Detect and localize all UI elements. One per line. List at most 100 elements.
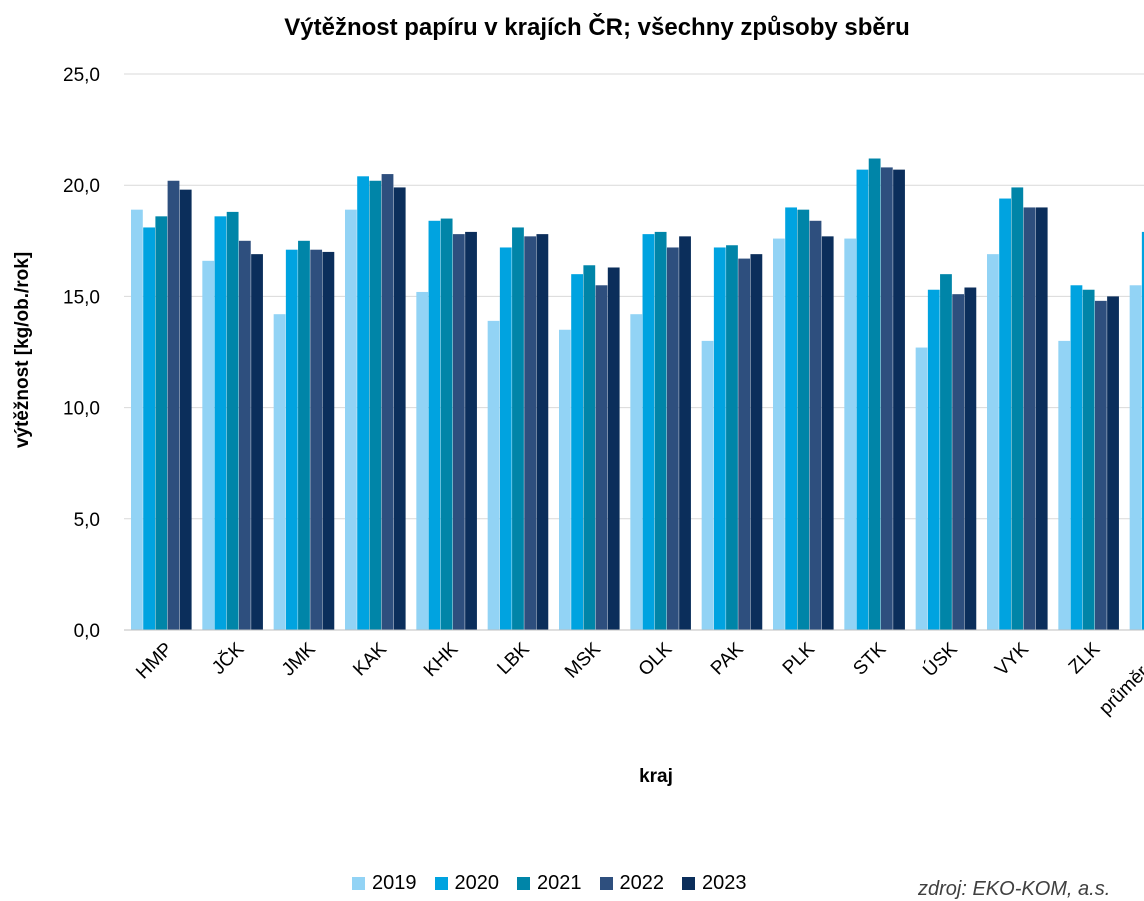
bar-2020 (214, 216, 227, 630)
bar-2021 (369, 180, 382, 630)
legend-swatch (517, 877, 530, 890)
legend-label: 2023 (702, 872, 747, 894)
bar-2019 (416, 291, 429, 630)
bar-2020 (713, 247, 726, 631)
x-tick-label: OLK (635, 638, 677, 680)
legend-swatch (599, 877, 613, 890)
bar-2023 (465, 231, 477, 631)
x-tick-label: ZLK (1065, 638, 1105, 678)
bar-2023 (679, 236, 691, 631)
bar-2023 (322, 251, 335, 631)
y-tick-label: 25,0 (63, 65, 100, 86)
bar-2020 (357, 176, 369, 630)
bar-2022 (952, 294, 965, 630)
x-tick-label: JMK (278, 638, 320, 680)
bar-2020 (1070, 285, 1083, 630)
source-note: zdroj: EKO-KOM, a.s. (918, 878, 1111, 900)
bar-2021 (226, 211, 239, 630)
bar-2019 (345, 209, 357, 630)
x-tick-label: STK (849, 638, 890, 679)
bar-2023 (251, 254, 263, 631)
bar-2019 (915, 347, 928, 630)
bar-2023 (821, 236, 834, 631)
bar-2020 (999, 198, 1011, 630)
legend-label: 2019 (372, 872, 417, 894)
bar-2023 (1035, 207, 1048, 630)
bar-2023 (893, 169, 905, 630)
bar-2020 (856, 169, 869, 630)
bar-2021 (868, 158, 881, 630)
bar-2023 (393, 187, 406, 630)
legend-label: 2021 (537, 872, 582, 894)
bar-2022 (809, 220, 822, 630)
x-tick-label: HMP (132, 639, 177, 684)
bar-2021 (797, 209, 810, 630)
bar-2019 (1058, 340, 1071, 630)
bar-2023 (750, 254, 763, 631)
x-tick-label: KAK (349, 638, 391, 680)
legend-label: 2022 (619, 872, 665, 894)
legend: 2019 2020 2021 2022 2023 (352, 872, 747, 895)
x-axis-title: kraj (639, 766, 673, 787)
bar-2022 (1023, 207, 1036, 630)
bar-2023 (607, 267, 620, 630)
bar-2019 (1129, 285, 1142, 630)
x-tick-label: MSK (561, 638, 605, 682)
bar-2021 (440, 218, 453, 630)
bar-2019 (131, 209, 143, 630)
legend-swatch (352, 877, 365, 890)
bar-2021 (298, 240, 310, 631)
bar-2021 (1082, 289, 1095, 630)
bar-2021 (1011, 187, 1024, 630)
bar-2023 (964, 287, 977, 630)
legend-swatch (434, 877, 448, 890)
bar-2021 (726, 245, 738, 631)
bar-2019 (487, 320, 500, 630)
bar-2021 (654, 231, 667, 631)
legend-swatch (682, 877, 695, 890)
y-tick-label: 10,0 (63, 399, 100, 420)
bar-2020 (285, 249, 298, 631)
bar-2019 (844, 238, 857, 631)
bar-2021 (583, 265, 596, 630)
y-tick-label: 20,0 (63, 176, 100, 197)
x-tick-label: LBK (493, 638, 533, 678)
legend-item: 2023 (682, 872, 747, 895)
bar-2020 (428, 220, 441, 630)
bar-2019 (630, 314, 643, 630)
bar-2020 (642, 234, 655, 631)
x-tick-label: PLK (779, 638, 819, 678)
y-tick-label: 5,0 (74, 510, 100, 531)
bar-2020 (785, 207, 797, 630)
bar-2023 (536, 234, 549, 631)
bar-2019 (559, 329, 571, 630)
y-axis-title: výtěžnost [kg/ob./rok] (12, 252, 33, 448)
bar-2022 (310, 249, 323, 631)
bar-2019 (987, 254, 999, 631)
legend-item: 2020 (434, 872, 499, 895)
legend-item: 2019 (352, 872, 417, 895)
x-tick-label: průměr ČR (1094, 638, 1144, 719)
x-tick-label: JČK (207, 638, 248, 679)
x-tick-label: PAK (707, 638, 748, 679)
bar-2023 (179, 189, 192, 630)
bar-2022 (1094, 300, 1107, 630)
y-tick-label: 15,0 (63, 287, 100, 308)
bar-2023 (1107, 296, 1119, 630)
bar-2019 (701, 340, 714, 630)
x-tick-label: KHK (420, 638, 463, 681)
bar-2021 (940, 274, 952, 630)
bar-2022 (452, 234, 465, 631)
bars (131, 158, 1144, 631)
bar-2022 (381, 174, 394, 630)
bar-2020 (1141, 231, 1144, 631)
bar-2020 (143, 227, 155, 630)
legend-item: 2021 (517, 872, 582, 895)
x-tick-label: ÚSK (919, 638, 962, 681)
legend-item: 2022 (599, 872, 665, 895)
bar-2022 (524, 236, 537, 631)
bar-2019 (273, 314, 286, 630)
bar-2022 (666, 247, 679, 631)
bar-2021 (512, 227, 524, 630)
bar-2019 (202, 260, 215, 630)
